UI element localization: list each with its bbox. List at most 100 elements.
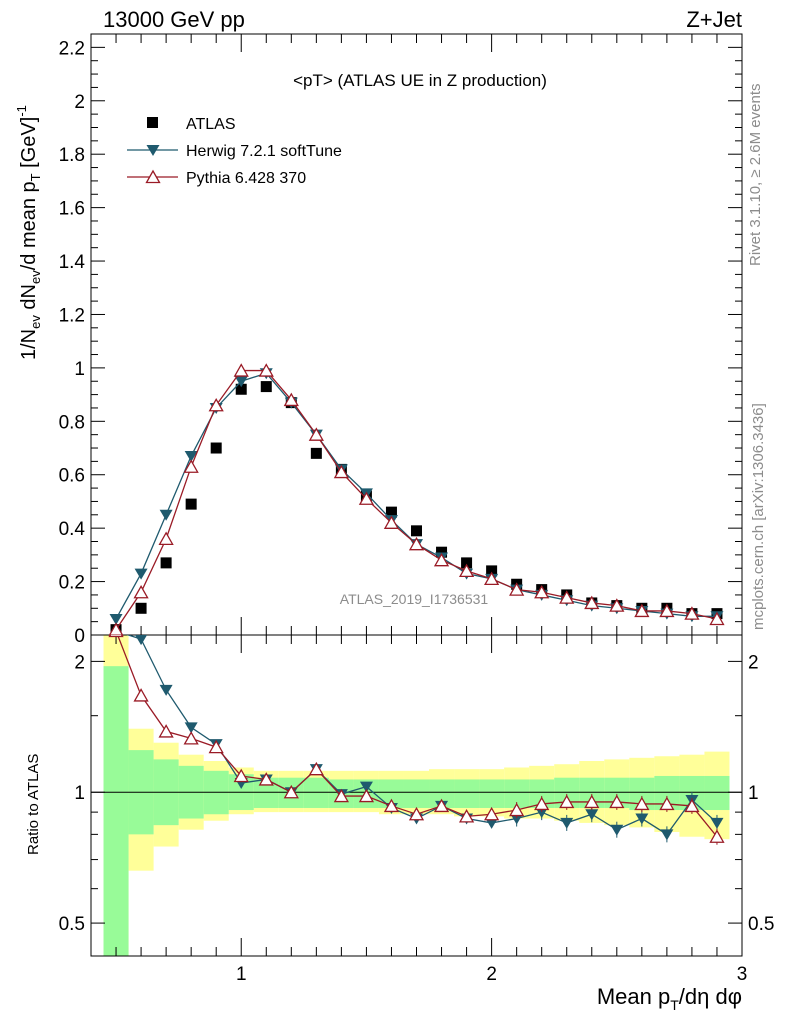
ratio-point-1-6: [258, 772, 274, 786]
mcplots-label: mcplots.cern.ch [arXiv:1306.3436]: [750, 403, 767, 630]
main-y-tick-label-4: 0.8: [59, 412, 85, 433]
main-point-2-12: [408, 536, 425, 551]
inner-band-bin-8: [303, 777, 329, 808]
ratio-point-1-2: [158, 724, 174, 738]
main-point-2-17: [534, 584, 550, 599]
main-point-2-15: [484, 571, 500, 586]
ratio-point-1-9: [333, 788, 349, 803]
main-y-label: 1/Nev dNev/d mean pT [GeV]-1: [14, 105, 43, 360]
main-point-2-20: [609, 598, 625, 612]
ratio-point-1-17: [534, 796, 550, 811]
ratio-point-1-10: [358, 788, 375, 803]
ratio-point-0-24: [710, 817, 724, 829]
main-point-2-16: [509, 582, 525, 596]
ratio-point-1-21: [634, 796, 650, 811]
ratio-y-tick-label-1: 1: [74, 783, 85, 804]
ratio-point-1-4: [208, 739, 224, 754]
main-point-0-2: [160, 557, 172, 569]
main-point-1-0: [109, 613, 123, 625]
main-point-0-15: [486, 565, 498, 577]
main-point-2-2: [158, 531, 174, 545]
ratio-point-0-21: [635, 813, 649, 825]
x-axis-label: Mean pT/dη dφ: [597, 984, 742, 1013]
main-y-tick-label-5: 1: [74, 359, 85, 380]
ratio-point-0-15: [485, 817, 499, 829]
main-series-line-1: [115, 372, 717, 620]
main-point-0-6: [260, 381, 272, 393]
ratio-point-0-3: [184, 722, 198, 734]
ratio-point-1-20: [609, 794, 625, 809]
main-point-2-13: [433, 552, 450, 567]
main-point-1-1: [134, 568, 148, 580]
header-right: Z+Jet: [686, 7, 742, 32]
ratio-y-tick-label-2: 2: [74, 652, 85, 673]
inner-band-bin-15: [479, 779, 505, 808]
ratio-point-1-0: [108, 635, 124, 638]
main-point-0-12: [411, 525, 422, 537]
legend-label-herwig: Herwig 7.2.1 softTune: [186, 143, 342, 160]
ratio-series-1: [108, 635, 725, 845]
main-y-tick-label-0: 0: [74, 626, 85, 647]
legend-label-pythia: Pythia 6.428 370: [186, 170, 306, 187]
main-point-0-4: [210, 442, 222, 454]
ratio-y-label: Ratio to ATLAS: [25, 754, 42, 855]
x-tick-label-1: 2: [486, 964, 497, 985]
ratio-y-tick-label-0: 0.5: [59, 914, 85, 935]
main-point-2-8: [308, 427, 324, 441]
rivet-label: Rivet 3.1.10, ≥ 2.6M events: [747, 84, 764, 267]
ratio-point-0-20: [610, 824, 624, 836]
analysis-watermark: ATLAS_2019_I1736531: [340, 591, 489, 607]
data-series: [108, 363, 725, 845]
main-series-2: [108, 363, 725, 636]
main-y-tick-label-8: 1.6: [59, 199, 85, 220]
main-y-tick-label-6: 1.2: [59, 305, 85, 326]
main-point-0-8: [310, 447, 322, 459]
main-y-tick-label-7: 1.4: [59, 252, 86, 273]
main-point-0-11: [385, 506, 397, 518]
main-y-tick-label-9: 1.8: [59, 145, 85, 166]
x-tick-label-0: 1: [236, 964, 247, 985]
main-point-2-22: [659, 603, 675, 618]
legend: ATLAS Herwig 7.2.1 softTune Pythia 6.428…: [127, 116, 342, 187]
main-point-2-24: [709, 611, 725, 626]
ratio-point-1-16: [509, 802, 525, 817]
ratio-point-0-19: [585, 809, 599, 821]
ratio-point-1-11: [383, 798, 400, 813]
main-y-tick-label-11: 2.2: [59, 38, 85, 59]
main-point-2-21: [634, 603, 650, 618]
legend-marker-herwig: [146, 145, 160, 156]
main-point-1-3: [184, 451, 198, 463]
inner-band-bin-24: [704, 775, 730, 811]
main-series-1: [109, 368, 724, 625]
legend-marker-pythia: [145, 169, 161, 184]
ratio-y-tick-label-right-2: 2: [748, 652, 759, 673]
legend-label-atlas: ATLAS: [186, 116, 236, 133]
ratio-y-tick-label-right-0: 0.5: [748, 914, 774, 935]
ratio-uncertainty-bands: [103, 635, 730, 956]
main-point-2-9: [333, 464, 349, 479]
ratio-point-0-18: [560, 817, 574, 829]
ratio-point-0-16: [510, 813, 524, 825]
plot-title: <pT> (ATLAS UE in Z production): [293, 71, 547, 90]
header-left: 13000 GeV pp: [103, 7, 245, 32]
ratio-point-1-24: [709, 829, 725, 843]
ratio-point-1-1: [133, 688, 149, 702]
ratio-point-0-1: [135, 635, 148, 646]
main-y-tick-label-10: 2: [74, 92, 85, 113]
main-point-2-3: [183, 459, 199, 473]
main-point-2-4: [208, 397, 224, 412]
main-point-2-18: [559, 590, 575, 604]
main-point-2-19: [584, 595, 600, 610]
ratio-point-1-7: [283, 784, 299, 799]
main-point-2-7: [283, 392, 299, 407]
main-point-0-13: [436, 546, 448, 558]
main-point-2-6: [258, 363, 274, 377]
ratio-point-1-14: [458, 809, 475, 823]
main-point-2-5: [233, 363, 249, 377]
ratio-point-1-3: [183, 731, 199, 745]
ratio-point-1-19: [584, 794, 600, 809]
inner-band-bin-12: [403, 779, 430, 808]
ratio-point-1-12: [408, 806, 425, 821]
main-point-2-1: [133, 584, 149, 599]
